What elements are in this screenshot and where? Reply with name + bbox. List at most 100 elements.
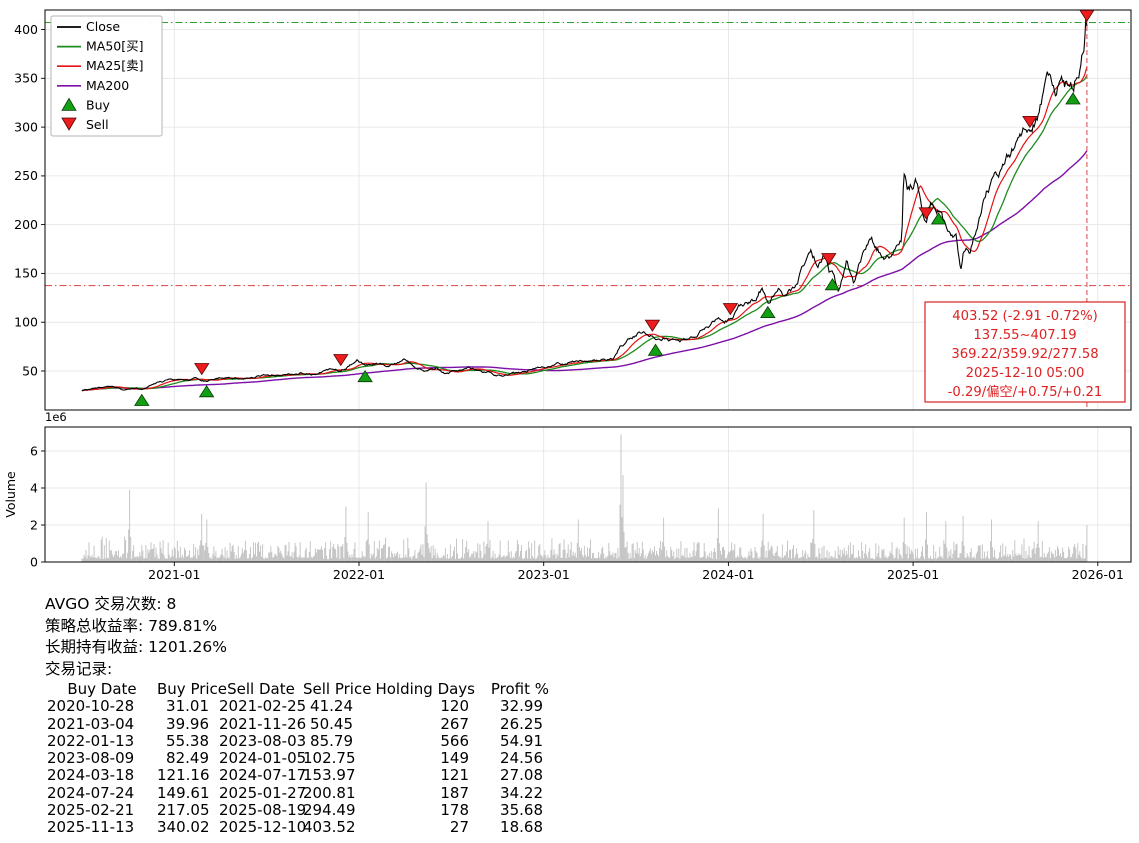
trade-cell: 50.45 bbox=[310, 714, 353, 733]
trade-header-cell: Profit % bbox=[490, 680, 549, 698]
trade-cell: 31.01 bbox=[166, 697, 209, 716]
trade-cell: 2024-01-05 bbox=[219, 749, 307, 768]
volume-plot-frame bbox=[44, 426, 1132, 563]
trade-cell: 294.49 bbox=[303, 801, 356, 820]
volume-tick-label: 0 bbox=[30, 554, 38, 569]
volume-tick-label: 2 bbox=[30, 517, 38, 532]
trade-header-cell: Buy Price bbox=[157, 680, 228, 698]
legend: Close MA50[买] MA25[卖] MA200 Buy Sell bbox=[50, 15, 163, 137]
trade-cell: 54.91 bbox=[500, 731, 543, 750]
date-tick-label: 2023-01 bbox=[518, 567, 570, 582]
volume-axis-label: Volume bbox=[3, 471, 18, 518]
trade-header-cell: Sell Price bbox=[303, 680, 372, 698]
trade-cell: 27 bbox=[449, 818, 469, 837]
volume-bars bbox=[81, 434, 1088, 562]
trade-cell: 82.49 bbox=[166, 749, 209, 768]
trade-row: 2025-02-21 217.05 2025-08-19 294.49 178 35.68 bbox=[45, 801, 1139, 820]
trade-cell: 121 bbox=[440, 766, 469, 785]
trade-cell: 2025-01-27 bbox=[219, 783, 307, 802]
trade-cell: 267 bbox=[440, 714, 469, 733]
trade-cell: 27.08 bbox=[500, 766, 543, 785]
annotation-line: 403.52 (-2.91 -0.72%) bbox=[952, 309, 1098, 324]
trade-cell: 2025-08-19 bbox=[219, 801, 307, 820]
close-line bbox=[81, 16, 1088, 392]
legend-label: Buy bbox=[86, 97, 110, 112]
trades-count-line: AVGO 交易次数: 8 bbox=[45, 595, 177, 613]
date-tick-label: 2024-01 bbox=[702, 567, 754, 582]
trade-cell: 2024-07-17 bbox=[219, 766, 307, 785]
volume-tick-label: 4 bbox=[30, 480, 38, 495]
trade-cell: 26.25 bbox=[500, 714, 543, 733]
annotation-line: 2025-12-10 05:00 bbox=[966, 366, 1085, 381]
trade-cell: 32.99 bbox=[500, 697, 543, 716]
hold-return-line: 长期持有收益: 1201.26% bbox=[45, 638, 227, 656]
date-tick-label: 2026-01 bbox=[1072, 567, 1124, 582]
trade-row: 2022-01-13 55.38 2023-08-03 85.79 566 54.91 bbox=[45, 731, 1139, 750]
trade-cell: 2022-01-13 bbox=[47, 731, 135, 750]
trade-header-cell: Holding Days bbox=[375, 680, 475, 698]
trade-cell: 200.81 bbox=[303, 783, 356, 802]
trade-header-cell: Buy Date bbox=[67, 680, 137, 698]
legend-label: MA50[买] bbox=[86, 39, 144, 54]
trade-cell: 34.22 bbox=[500, 783, 543, 802]
trade-cell: 24.56 bbox=[500, 749, 543, 768]
date-tick-label: 2025-01 bbox=[887, 567, 939, 582]
strategy-summary: AVGO 交易次数: 8 策略总收益率: 789.81% 长期持有收益: 120… bbox=[45, 594, 1139, 837]
trade-cell: 2024-03-18 bbox=[47, 766, 135, 785]
annotation-line: 369.22/359.92/277.58 bbox=[951, 347, 1098, 362]
trade-cell: 178 bbox=[440, 801, 469, 820]
trade-cell: 2021-02-25 bbox=[219, 697, 307, 716]
date-tick-label: 2021-01 bbox=[148, 567, 200, 582]
ma200-line bbox=[81, 150, 1088, 392]
trade-records-label: 交易记录: bbox=[45, 659, 113, 678]
axes: 50 100 150 200 250 300 350 400 0 2 4 6 2021-01 2022-0… bbox=[3, 22, 1124, 582]
trade-cell: 2021-11-26 bbox=[219, 714, 307, 733]
trade-cell: 120 bbox=[440, 697, 469, 716]
sell-marker-icon bbox=[61, 117, 77, 131]
price-tick-label: 200 bbox=[14, 217, 38, 232]
buy-marker-icon bbox=[61, 97, 77, 111]
legend-label: Close bbox=[86, 19, 120, 34]
price-lines bbox=[81, 16, 1088, 392]
volume-multiplier-label: 1e6 bbox=[45, 410, 67, 424]
trade-header-cell: Sell Date bbox=[227, 680, 295, 698]
trade-row: 2021-03-04 39.96 2021-11-26 50.45 267 26.25 bbox=[45, 714, 1139, 733]
trade-row: 2024-07-24 149.61 2025-01-27 200.81 187 34.22 bbox=[45, 783, 1139, 802]
trade-row: 2024-03-18 121.16 2024-07-17 153.97 121 27.08 bbox=[45, 766, 1139, 785]
price-tick-label: 150 bbox=[14, 266, 38, 281]
trade-cell: 18.68 bbox=[500, 818, 543, 837]
trade-cell: 149 bbox=[440, 749, 469, 768]
trade-table-header: Buy Date Buy Price Sell Date Sell Price Hold… bbox=[45, 680, 1139, 698]
trade-cell: 340.02 bbox=[157, 818, 210, 837]
legend-label: MA200 bbox=[86, 78, 129, 93]
trade-cell: 2020-10-28 bbox=[47, 697, 135, 716]
trade-cell: 187 bbox=[440, 783, 469, 802]
buy-markers bbox=[134, 92, 1081, 406]
trade-cell: 153.97 bbox=[303, 766, 356, 785]
trade-cell: 41.24 bbox=[310, 697, 353, 716]
trade-row: 2020-10-28 31.01 2021-02-25 41.24 120 32.99 bbox=[45, 697, 1139, 716]
price-tick-label: 100 bbox=[14, 315, 38, 330]
trade-cell: 2025-02-21 bbox=[47, 801, 135, 820]
trade-cell: 2023-08-09 bbox=[47, 749, 135, 768]
trade-cell: 39.96 bbox=[166, 714, 209, 733]
trade-cell: 35.68 bbox=[500, 801, 543, 820]
trade-cell: 149.61 bbox=[157, 783, 210, 802]
annotation-box: 403.52 (-2.91 -0.72%) 137.55~407.19 369.22… bbox=[924, 301, 1126, 403]
legend-label: MA25[卖] bbox=[86, 58, 144, 73]
trade-cell: 102.75 bbox=[303, 749, 356, 768]
sell-markers bbox=[194, 9, 1095, 376]
trade-cell: 55.38 bbox=[166, 731, 209, 750]
price-tick-label: 250 bbox=[14, 168, 38, 183]
trade-cell: 121.16 bbox=[157, 766, 210, 785]
trade-cell: 403.52 bbox=[303, 818, 356, 837]
price-plot-frame bbox=[44, 9, 1132, 411]
trade-row: 2023-08-09 82.49 2024-01-05 102.75 149 24.56 bbox=[45, 749, 1139, 768]
trade-cell: 2024-07-24 bbox=[47, 783, 135, 802]
trade-cell: 2023-08-03 bbox=[219, 731, 307, 750]
trade-cell: 566 bbox=[440, 731, 469, 750]
price-tick-label: 50 bbox=[22, 363, 38, 378]
price-tick-label: 300 bbox=[14, 119, 38, 134]
trade-row: 2025-11-13 340.02 2025-12-10 403.52 27 18.68 bbox=[45, 818, 1139, 837]
